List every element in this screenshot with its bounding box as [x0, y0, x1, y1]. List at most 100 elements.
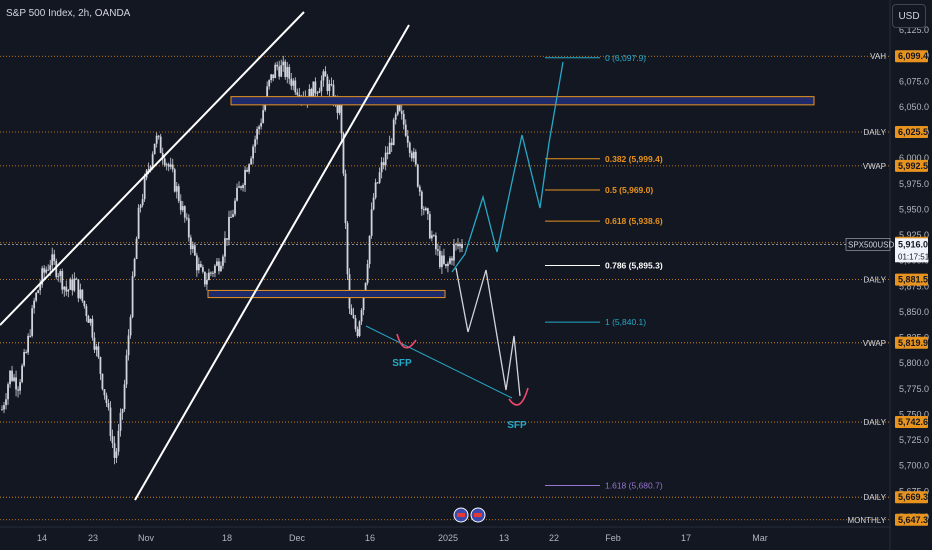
candle-body: [222, 256, 224, 266]
candle-body: [151, 154, 154, 167]
supply-demand-zones: [207, 96, 815, 299]
candle-body: [133, 258, 136, 277]
candle-body: [137, 207, 140, 239]
candle-body: [131, 276, 134, 318]
candle-body: [294, 80, 297, 93]
symbol-tag: [845, 238, 891, 251]
level-lines: VAH DAILY VWAP DAILY VWAP DAILY DAILY MONTHLY: [0, 52, 890, 525]
candle-body: [394, 114, 397, 120]
candle-body: [398, 104, 401, 111]
candle-body: [101, 373, 104, 390]
candle-body: [187, 218, 190, 238]
candle-body: [224, 238, 226, 257]
candle-body: [63, 286, 66, 290]
candle-body: [312, 81, 315, 103]
candle-body: [234, 200, 236, 215]
candle-body: [342, 133, 345, 174]
candle-body: [3, 405, 5, 410]
x-tick-label: 13: [499, 533, 509, 543]
candle-body: [125, 355, 128, 385]
candle-body: [364, 282, 367, 295]
candle-countdown: 01:17:51: [898, 252, 930, 261]
candle-body: [380, 162, 383, 173]
candle-body: [7, 384, 9, 400]
candle-body: [250, 158, 252, 165]
level-price-value: 5,647.3: [898, 515, 928, 525]
candle-body: [434, 235, 437, 250]
candle-body: [332, 84, 335, 105]
y-tick-label: 5,750.0: [899, 409, 929, 419]
level-price-tag: [895, 491, 928, 504]
level-label: DAILY: [863, 276, 886, 285]
candle-body: [252, 146, 254, 159]
candle-body: [226, 238, 228, 240]
x-tick-label: 2025: [438, 533, 458, 543]
level-price-tag: [895, 336, 928, 349]
candle-body: [173, 169, 176, 192]
candle-body: [402, 113, 405, 125]
y-tick-label: 5,775.0: [899, 384, 929, 394]
candle-body: [17, 389, 19, 391]
candle-body: [242, 185, 244, 188]
candle-body: [378, 172, 381, 183]
candle-body: [45, 269, 48, 273]
level-price-tag: [895, 273, 928, 286]
candle-body: [459, 244, 461, 247]
candle-body: [266, 86, 269, 101]
candle-body: [314, 81, 317, 94]
candle-body: [292, 80, 295, 86]
candle-body: [97, 346, 100, 358]
candle-body: [296, 92, 299, 95]
candle-body: [161, 152, 164, 159]
candle-body: [412, 151, 415, 159]
fibonacci-levels: 0 (6,097.9) 0.382 (5,999.4) 0.5 (5,969.0) 0…: [545, 53, 663, 491]
candle-body: [25, 352, 28, 354]
candle-body: [388, 142, 391, 155]
candle-body: [344, 173, 347, 224]
currency-button[interactable]: USD: [892, 4, 926, 28]
candle-body: [57, 275, 60, 277]
fib-level-label: 1.618 (5,680.7): [605, 481, 663, 491]
candle-body: [155, 135, 158, 144]
candle-body: [232, 214, 234, 218]
candle-body: [157, 135, 160, 137]
candle-body: [41, 268, 44, 285]
candle-body: [248, 164, 250, 172]
bullish-projection: [451, 61, 564, 273]
candle-body: [254, 139, 257, 147]
level-price-tag: [895, 126, 928, 139]
level-price-tag: [895, 50, 928, 63]
candle-body: [149, 166, 152, 169]
sfp-label: SFP: [507, 420, 527, 431]
y-tick-label: 5,800.0: [899, 358, 929, 368]
candle-body: [220, 265, 222, 272]
candle-body: [286, 67, 289, 78]
candle-body: [212, 272, 214, 274]
x-tick-label: Nov: [138, 533, 155, 543]
candle-body: [39, 284, 42, 291]
candle-body: [392, 119, 395, 146]
candle-body: [447, 263, 449, 267]
projection-paths: [451, 61, 564, 397]
candle-body: [449, 258, 451, 264]
candle-body: [89, 318, 92, 323]
level-price-value: 5,819.9: [898, 338, 928, 348]
candle-body: [129, 317, 132, 336]
candle-body: [390, 142, 393, 146]
level-price-value: 6,099.4: [898, 51, 928, 61]
candle-body: [404, 124, 407, 136]
candle-body: [103, 389, 106, 396]
candle-body: [165, 164, 168, 166]
channel-line: [0, 11, 305, 326]
fib-level-label: 1 (5,840.1): [605, 317, 646, 327]
candle-body: [95, 346, 98, 350]
level-price-value: 5,881.5: [898, 275, 928, 285]
candle-body: [177, 186, 180, 201]
level-price-value: 5,742.6: [898, 417, 928, 427]
candle-body: [205, 280, 208, 285]
candle-body: [246, 169, 248, 172]
candle-body: [439, 250, 441, 268]
candle-body: [29, 335, 32, 337]
level-label: VWAP: [863, 162, 886, 171]
